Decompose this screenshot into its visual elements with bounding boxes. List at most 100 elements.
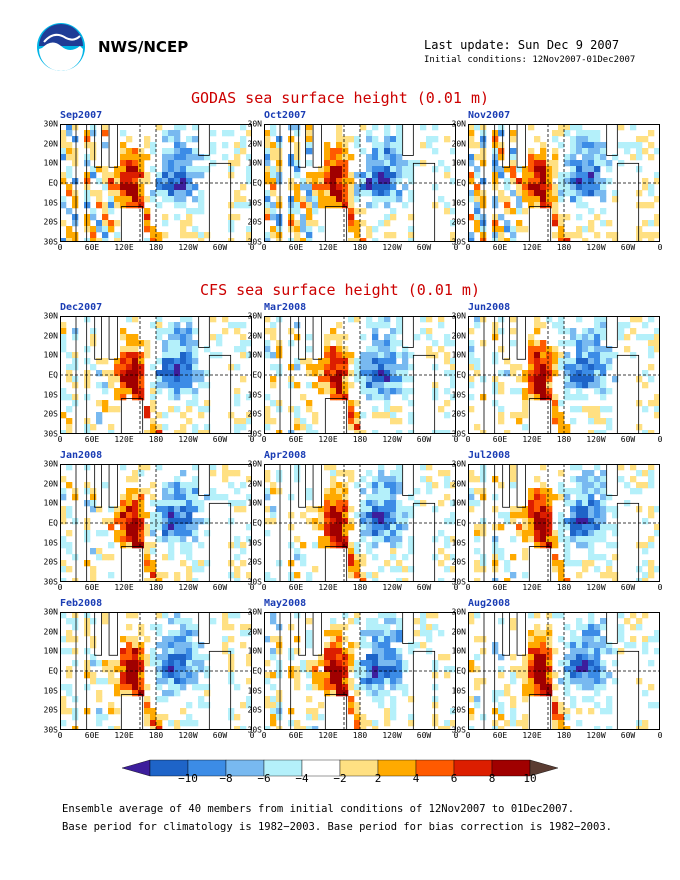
coastline [312, 124, 322, 168]
coastline [412, 502, 436, 582]
colorbar-swatch [453, 759, 493, 777]
coastline [324, 694, 348, 730]
y-tick-label: 20N [43, 139, 58, 149]
y-tick-label: 20S [43, 409, 58, 419]
x-tick-label: 180 [148, 583, 164, 592]
y-tick-label: 20S [43, 217, 58, 227]
coastline [108, 316, 118, 360]
x-tick-label: 0 [657, 243, 663, 252]
x-tick-label: 0 [249, 435, 255, 444]
panel-frame [468, 124, 660, 242]
footer-line-2: Base period for climatology is 1982−2003… [62, 821, 612, 833]
y-tick-label: 10S [451, 538, 466, 548]
x-tick-label: 60W [416, 243, 432, 252]
x-tick-label: 60W [620, 243, 636, 252]
coastline [616, 162, 640, 242]
x-tick-label: 60E [84, 435, 100, 444]
y-tick-label: 30S [451, 577, 466, 587]
y-tick-label: 10S [247, 686, 262, 696]
y-tick-label: 10N [451, 646, 466, 656]
map-panel: Jul2008 30N 20N 10N EQ 10S 20S 30S 0 60E 120E 180 12… [452, 450, 663, 592]
map-panel: Apr2008 30N 20N 10N EQ 10S 20S 30S 0 60E 120E 180 12… [248, 450, 459, 592]
cfs-title: CFS sea surface height (0.01 m) [200, 281, 480, 299]
ssh-field [60, 124, 252, 242]
panel-month-label: Apr2008 [264, 450, 307, 461]
y-tick-label: 10S [43, 538, 58, 548]
map-panel: Oct2007 30N 20N 10N EQ 10S 20S 30S 0 60E 120E 180 12… [248, 110, 459, 252]
ssh-field [264, 316, 456, 434]
coastline [528, 694, 552, 730]
colorbar-tick-label: −2 [333, 772, 347, 785]
coastline [208, 162, 232, 242]
x-tick-label: 60W [212, 583, 228, 592]
y-tick-label: 30N [247, 459, 262, 469]
coastline [208, 354, 232, 434]
x-tick-label: 120E [318, 435, 338, 444]
coastline [324, 206, 348, 242]
y-tick-label: 20N [451, 627, 466, 637]
x-tick-label: 180 [556, 583, 572, 592]
x-tick-label: 0 [249, 583, 255, 592]
x-tick-label: 120E [522, 583, 542, 592]
y-tick-label: 10N [43, 158, 58, 168]
y-tick-label: EQ [456, 666, 466, 676]
colorbar [122, 759, 558, 777]
coastline [120, 694, 144, 730]
x-tick-label: 0 [465, 435, 471, 444]
y-tick-label: 10N [247, 498, 262, 508]
coastline [516, 612, 526, 656]
y-tick-label: 20S [43, 705, 58, 715]
y-tick-label: 20S [451, 705, 466, 715]
coastline [208, 502, 232, 582]
panel-month-label: Jul2008 [468, 450, 511, 461]
x-tick-label: 0 [657, 731, 663, 740]
panel-month-label: Aug2008 [468, 598, 511, 609]
panel-month-label: Dec2007 [60, 302, 103, 313]
x-tick-label: 60W [212, 435, 228, 444]
coastline [528, 546, 552, 582]
x-tick-label: 120E [318, 583, 338, 592]
map-panel: Jun2008 30N 20N 10N EQ 10S 20S 30S 0 60E 120E 180 12… [452, 302, 663, 444]
y-tick-label: EQ [48, 178, 58, 188]
ssh-field [264, 124, 456, 242]
x-tick-label: 120E [522, 435, 542, 444]
map-panel: Nov2007 30N 20N 10N EQ 10S 20S 30S 0 60E 120E 180 12… [452, 110, 663, 252]
x-tick-label: 60E [492, 731, 508, 740]
y-tick-label: 30S [43, 577, 58, 587]
coastline [208, 650, 232, 730]
y-tick-label: 30N [451, 119, 466, 129]
x-tick-label: 0 [261, 583, 267, 592]
coastline [298, 316, 307, 360]
y-tick-label: 30S [451, 725, 466, 735]
x-tick-label: 120W [178, 435, 198, 444]
x-tick-label: 120E [318, 243, 338, 252]
y-tick-label: EQ [48, 370, 58, 380]
ssh-field [468, 316, 660, 434]
coastline [298, 124, 307, 168]
y-tick-label: 30N [43, 459, 58, 469]
panel-month-label: Feb2008 [60, 598, 103, 609]
coastline [120, 546, 144, 582]
x-tick-label: 120E [114, 243, 134, 252]
colorbar-tick-label: 4 [412, 772, 420, 785]
coastline [120, 398, 144, 434]
coastline [616, 502, 640, 582]
x-tick-label: 60E [288, 731, 304, 740]
ssh-field [264, 464, 456, 582]
y-tick-label: 20N [247, 331, 262, 341]
x-tick-label: 120W [586, 583, 606, 592]
panel-month-label: May2008 [264, 598, 307, 609]
ssh-field [468, 464, 660, 582]
colorbar-tick-label: −4 [295, 772, 309, 785]
x-tick-label: 60W [212, 731, 228, 740]
x-tick-label: 180 [352, 583, 368, 592]
panel-frame [468, 612, 660, 730]
x-tick-label: 120E [114, 731, 134, 740]
coastline [108, 124, 118, 168]
y-tick-label: 30S [247, 725, 262, 735]
x-tick-label: 60W [212, 243, 228, 252]
y-tick-label: 30S [43, 237, 58, 247]
x-tick-label: 60W [416, 435, 432, 444]
y-tick-label: 30N [247, 119, 262, 129]
x-tick-label: 0 [453, 731, 459, 740]
